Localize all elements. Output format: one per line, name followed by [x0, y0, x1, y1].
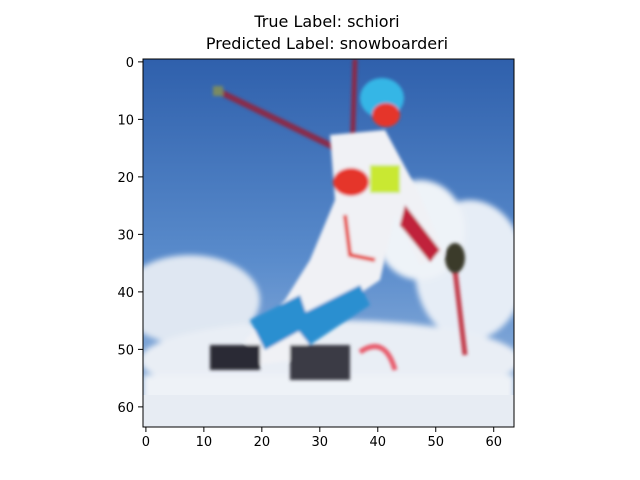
y-tick-label: 40: [117, 286, 134, 301]
skier: [210, 78, 465, 380]
x-tick-label: 30: [312, 435, 329, 450]
x-tick-label: 20: [254, 435, 271, 450]
x-tick-label: 0: [142, 435, 150, 450]
x-axis: 0 10 20 30 40 50 60: [142, 427, 502, 450]
y-tick-label: 20: [117, 171, 134, 186]
title-line-1: True Label: schiori: [253, 12, 399, 31]
snow-ground: [143, 395, 514, 427]
x-tick-label: 60: [485, 435, 502, 450]
y-tick-label: 50: [117, 343, 134, 358]
y-axis: 0 10 20 30 40 50 60: [117, 56, 143, 416]
skier-image: [143, 59, 514, 427]
y-tick-label: 60: [117, 401, 134, 416]
title-line-2: Predicted Label: snowboarderi: [206, 34, 448, 53]
y-tick-label: 0: [126, 56, 134, 71]
y-tick-label: 30: [117, 228, 134, 243]
x-tick-label: 40: [370, 435, 387, 450]
x-tick-label: 50: [427, 435, 444, 450]
y-tick-label: 10: [117, 113, 134, 128]
axes-frame: [142, 58, 515, 428]
x-tick-label: 10: [196, 435, 213, 450]
